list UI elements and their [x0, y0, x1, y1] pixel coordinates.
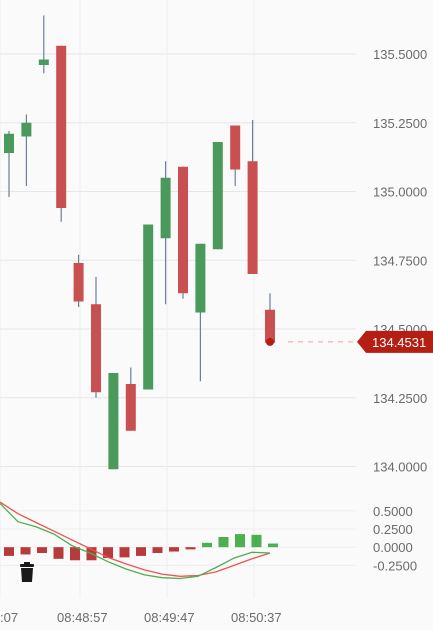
- macd-tick-label: 0.2500: [373, 522, 413, 537]
- trash-icon[interactable]: [20, 562, 34, 582]
- macd-bar: [53, 547, 64, 559]
- time-tick-label: 08:49:47: [144, 610, 195, 625]
- candle-body: [21, 122, 32, 137]
- price-tick-label: 134.7500: [373, 253, 427, 268]
- macd-bar: [185, 547, 196, 550]
- candle-body: [265, 309, 275, 343]
- macd-bar: [4, 547, 14, 556]
- macd-lines: [0, 501, 271, 580]
- macd-bar: [152, 547, 163, 553]
- candle-body: [212, 142, 223, 250]
- candle-body: [91, 304, 101, 393]
- price-tag: [357, 330, 433, 353]
- macd-bar: [218, 537, 229, 548]
- macd-axis: 0.5000 0.2500 0.0000 -0.2500: [373, 504, 417, 574]
- candle-body: [125, 384, 136, 431]
- candle-body: [143, 224, 154, 390]
- candle-body: [108, 373, 119, 470]
- candle-body: [56, 45, 67, 208]
- candle-body: [73, 263, 84, 302]
- price-tick-label: 135.0000: [373, 185, 427, 200]
- current-price-marker: 134.4531: [266, 330, 433, 353]
- candle-body: [230, 125, 241, 170]
- macd-line: [0, 503, 271, 580]
- macd-bar: [136, 547, 146, 556]
- candle-body: [195, 243, 206, 313]
- time-tick-label: :07: [0, 610, 18, 625]
- macd-bar: [119, 547, 130, 558]
- macd-tick-label: 0.5000: [373, 504, 413, 519]
- macd-bar: [70, 547, 80, 561]
- macd-bar: [37, 547, 47, 553]
- price-tick-label: 135.2500: [373, 116, 427, 131]
- candles: [4, 15, 275, 470]
- signal-line: [0, 501, 271, 577]
- time-axis: :07 08:48:57 08:49:47 08:50:37: [0, 610, 282, 625]
- candle-body: [178, 166, 188, 294]
- macd-bar: [235, 534, 245, 548]
- price-axis: 135.5000135.2500135.0000134.7500134.5000…: [373, 47, 427, 475]
- macd-bar: [103, 547, 113, 559]
- time-tick-label: 08:48:57: [57, 610, 108, 625]
- price-dot: [266, 337, 274, 346]
- grid-lines: [0, 0, 356, 598]
- time-tick-label: 08:50:37: [231, 610, 282, 625]
- price-tag-label: 134.4531: [372, 335, 426, 350]
- candle-body: [247, 161, 258, 274]
- macd-tick-label: -0.2500: [373, 558, 417, 573]
- price-tick-label: 135.5000: [373, 47, 427, 62]
- macd-bar: [20, 547, 31, 555]
- macd-bar: [169, 547, 179, 552]
- candle-body: [160, 177, 171, 239]
- macd-bar: [202, 542, 212, 548]
- price-tick-label: 134.2500: [373, 391, 427, 406]
- macd-tick-label: 0.0000: [373, 540, 413, 555]
- macd-bar: [268, 543, 278, 548]
- candle-body: [38, 59, 49, 65]
- price-tick-label: 134.0000: [373, 460, 427, 475]
- candle-body: [4, 133, 14, 153]
- macd-bar: [251, 534, 262, 548]
